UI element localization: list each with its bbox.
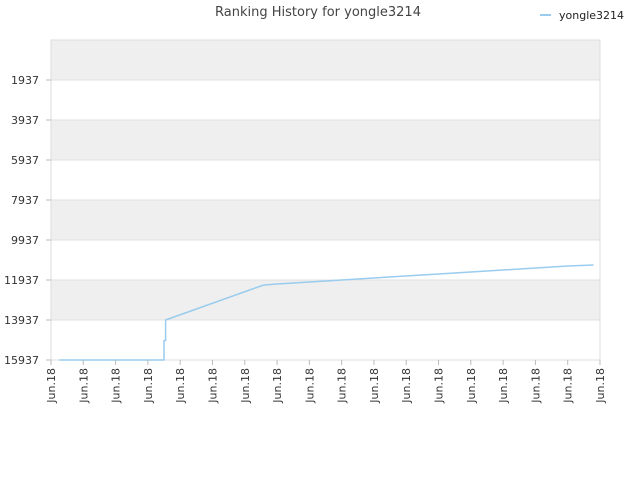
y-tick-label: 13937 bbox=[4, 314, 39, 327]
x-tick-label: Jun.18 bbox=[271, 368, 284, 404]
legend-label: yongle3214 bbox=[559, 9, 624, 22]
plot-band bbox=[51, 200, 600, 240]
x-tick-label: Jun.18 bbox=[336, 368, 349, 404]
plot-band bbox=[51, 320, 600, 360]
plot-band bbox=[51, 40, 600, 80]
y-tick-label: 9937 bbox=[11, 234, 39, 247]
x-tick-label: Jun.18 bbox=[368, 368, 381, 404]
y-tick-label: 1937 bbox=[11, 74, 39, 87]
x-tick-label: Jun.18 bbox=[206, 368, 219, 404]
plot-band bbox=[51, 80, 600, 120]
y-tick-label: 15937 bbox=[4, 354, 39, 367]
x-tick-label: Jun.18 bbox=[174, 368, 187, 404]
x-tick-label: Jun.18 bbox=[562, 368, 575, 404]
y-tick-label: 5937 bbox=[11, 154, 39, 167]
chart-title: Ranking History for yongle3214 bbox=[215, 5, 421, 20]
x-tick-label: Jun.18 bbox=[142, 368, 155, 404]
x-tick-label: Jun.18 bbox=[465, 368, 478, 404]
y-axis-ticks: 1937 3937 5937 7937 9937 11937 13937 15937 bbox=[4, 74, 51, 367]
plot-bands bbox=[51, 40, 600, 360]
plot-band bbox=[51, 280, 600, 320]
x-tick-label: Jun.18 bbox=[529, 368, 542, 404]
series-line bbox=[59, 264, 594, 361]
plot-band bbox=[51, 160, 600, 200]
plot-band bbox=[51, 240, 600, 280]
x-tick-label: Jun.18 bbox=[110, 368, 123, 404]
x-tick-label: Jun.18 bbox=[400, 368, 413, 404]
x-axis-ticks: Jun.18 Jun.18 Jun.18 Jun.18 Jun.18 Jun.18 Jun.… bbox=[45, 360, 607, 404]
x-tick-label: Jun.18 bbox=[594, 368, 607, 404]
gridlines bbox=[51, 79, 600, 361]
x-tick-label: Jun.18 bbox=[45, 368, 58, 404]
y-tick-label: 7937 bbox=[11, 194, 39, 207]
x-tick-label: Jun.18 bbox=[497, 368, 510, 404]
legend: yongle3214 bbox=[540, 9, 624, 22]
y-tick-label: 3937 bbox=[11, 114, 39, 127]
series-layer bbox=[59, 264, 594, 361]
plot-band bbox=[51, 120, 600, 160]
x-tick-label: Jun.18 bbox=[239, 368, 252, 404]
y-tick-label: 11937 bbox=[4, 274, 39, 287]
x-tick-label: Jun.18 bbox=[303, 368, 316, 404]
x-tick-label: Jun.18 bbox=[77, 368, 90, 404]
x-tick-label: Jun.18 bbox=[433, 368, 446, 404]
